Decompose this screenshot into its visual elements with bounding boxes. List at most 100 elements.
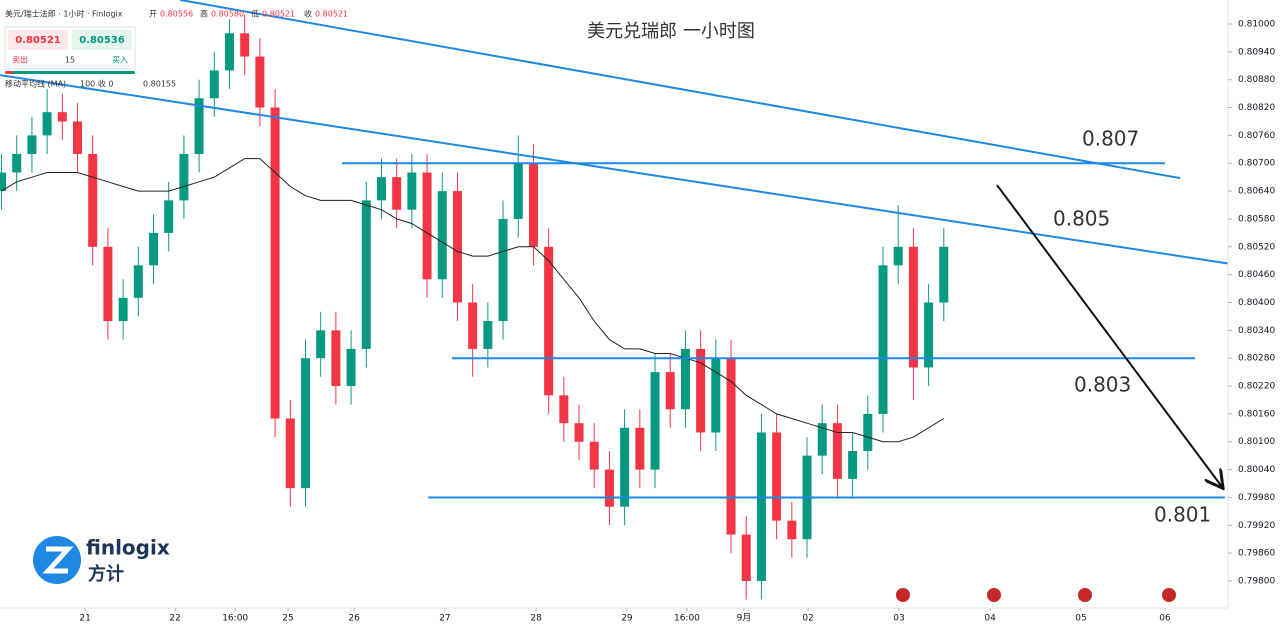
candle-body <box>832 423 842 479</box>
candle-body <box>149 232 158 266</box>
candle-body <box>544 246 554 396</box>
candle-body <box>939 246 949 303</box>
x-tick-label: 9月 <box>737 613 752 624</box>
y-tick-label: 0.80940 <box>1238 47 1275 57</box>
candle-body <box>12 153 22 173</box>
y-tick-label: 0.80640 <box>1238 187 1275 197</box>
candle-body <box>164 200 174 233</box>
sell-box[interactable] <box>8 30 68 50</box>
candle-body <box>468 302 478 349</box>
candle-body <box>635 427 645 470</box>
x-tick-label: 05 <box>1075 614 1086 624</box>
flag <box>896 588 910 602</box>
candle-body <box>300 358 310 489</box>
logo: finlogix 方计 <box>33 536 170 585</box>
y-tick-label: 0.80760 <box>1238 131 1275 141</box>
symbol: 美元/瑞士法郎 · 1小时 · Finlogix <box>5 9 123 19</box>
candle-body <box>772 432 782 521</box>
candle-body <box>103 246 113 322</box>
candle-body <box>908 246 918 368</box>
candle-body <box>42 112 52 136</box>
x-tick-label: 03 <box>893 614 904 624</box>
ohlc-label: 高 <box>200 9 208 19</box>
chart-title: 美元兑瑞郎 一小时图 <box>587 21 755 42</box>
x-tick-label: 06 <box>1159 614 1171 624</box>
candle-body <box>376 177 386 201</box>
candle-body <box>650 372 660 470</box>
candle-body <box>224 33 234 71</box>
buy-button[interactable]: 买入 <box>112 56 128 65</box>
candle-body <box>57 112 67 122</box>
flag <box>987 588 1001 602</box>
candle-body <box>361 200 371 349</box>
x-tick-label: 28 <box>530 614 542 624</box>
ohlc-value: 0.80556 <box>160 10 193 19</box>
indicator-params: 100 收 0 <box>80 79 113 89</box>
x-tick-label: 21 <box>79 614 90 624</box>
candle-body <box>392 177 402 210</box>
x-tick-label: 02 <box>802 614 813 624</box>
trend-line <box>179 0 1181 180</box>
y-tick-label: 0.80700 <box>1238 159 1275 169</box>
candle-body <box>848 451 858 479</box>
candle-body <box>787 520 797 540</box>
ohlc-value: 0.80580 <box>211 10 244 19</box>
candle-body <box>0 172 7 192</box>
y-tick-label: 0.81000 <box>1238 19 1275 29</box>
sell-button[interactable]: 卖出 <box>12 55 28 65</box>
annotation: 0.801 <box>1154 503 1211 527</box>
candle-body <box>27 135 37 154</box>
flag <box>1162 588 1176 602</box>
x-tick-label: 04 <box>984 614 996 624</box>
y-tick-label: 0.80880 <box>1238 75 1275 85</box>
candle-body <box>179 153 189 201</box>
candle-body <box>407 172 417 210</box>
quantity[interactable]: 15 <box>65 56 75 65</box>
y-tick-label: 0.80460 <box>1238 270 1275 280</box>
candle-body <box>88 153 98 247</box>
x-tick-label: 29 <box>621 614 633 624</box>
candle-body <box>620 427 630 507</box>
moving-average <box>1 158 945 443</box>
candle-body <box>285 418 295 489</box>
logo-z <box>42 546 74 574</box>
candle-body <box>574 423 584 442</box>
y-tick-label: 0.80160 <box>1238 409 1275 419</box>
candle-body <box>726 358 736 535</box>
buy-box[interactable] <box>72 30 132 50</box>
annotation: 0.803 <box>1074 373 1131 397</box>
candle-body <box>422 172 432 280</box>
candle-body <box>133 265 143 298</box>
x-tick-label: 27 <box>439 614 450 624</box>
y-tick-label: 0.80520 <box>1238 242 1275 252</box>
y-tick-label: 0.80100 <box>1238 437 1275 447</box>
x-tick-label: 16:00 <box>674 614 700 624</box>
candle-body <box>498 218 508 322</box>
candle-body <box>589 441 599 470</box>
x-tick-label: 16:00 <box>222 614 248 624</box>
ohlc-value: 0.80521 <box>315 10 348 19</box>
order-panel: 0.80521 0.80536 卖出 15 买入 <box>4 26 136 74</box>
ohlc-value: 0.80521 <box>262 10 295 19</box>
spread-bar-sell <box>5 71 13 74</box>
candle-body <box>255 56 265 108</box>
y-tick-label: 0.80040 <box>1238 465 1275 475</box>
y-tick-label: 0.79920 <box>1238 521 1275 531</box>
sell-price[interactable]: 0.80521 <box>15 35 61 46</box>
annotation: 0.805 <box>1053 207 1110 231</box>
candle-body <box>741 534 751 581</box>
indicator-name: 移动平均线 (MA) <box>5 79 66 89</box>
candle-body <box>893 246 903 266</box>
candle-body <box>73 121 83 154</box>
candle-body <box>711 358 721 433</box>
y-tick-label: 0.80340 <box>1238 326 1275 336</box>
y-tick-label: 0.80280 <box>1238 354 1275 364</box>
x-tick-label: 22 <box>169 614 180 624</box>
candle-body <box>924 302 934 368</box>
buy-price[interactable]: 0.80536 <box>79 35 125 46</box>
y-tick-label: 0.79860 <box>1238 549 1275 559</box>
candle-body <box>437 191 447 280</box>
y-tick-label: 0.80400 <box>1238 298 1275 308</box>
flag <box>1078 588 1092 602</box>
